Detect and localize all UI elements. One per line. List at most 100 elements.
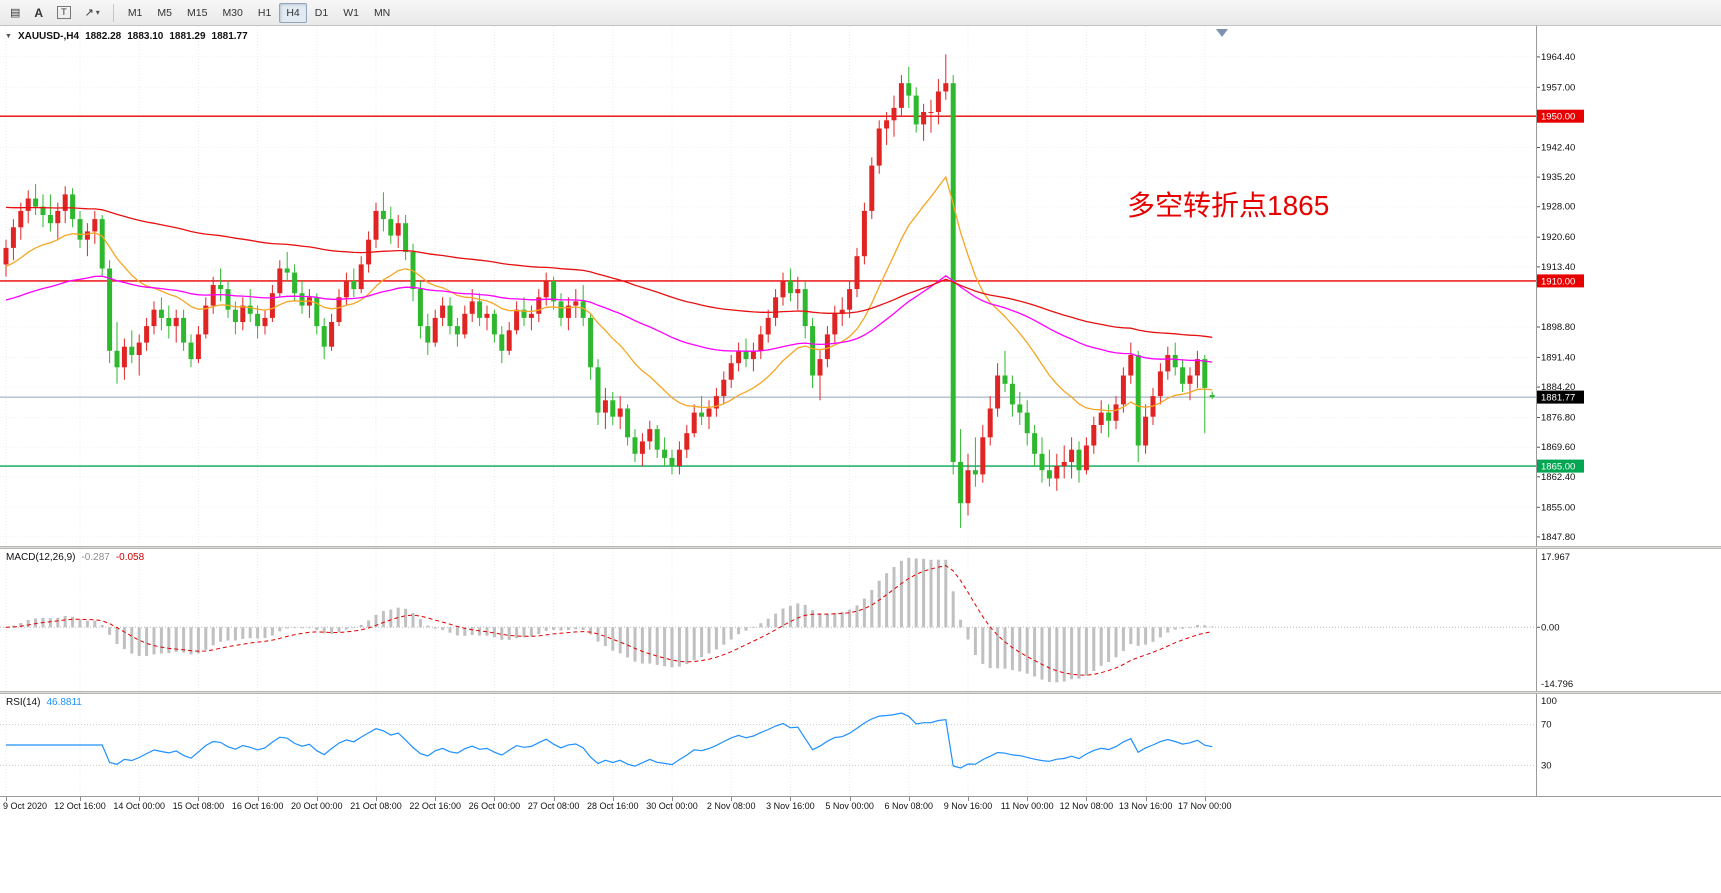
draw-arrow-tool-icon[interactable]: ↗ ▾	[84, 7, 100, 19]
ohlc-high: 1883.10	[127, 31, 164, 42]
collapse-caret-icon[interactable]: ▼	[5, 33, 12, 40]
timeframe-m1[interactable]: M1	[127, 6, 143, 19]
main-chart-panel[interactable]: 1964.40 1957.00 1942.40 1935.20 1928.00 1920.…	[0, 26, 1721, 546]
chart-grid-icon[interactable]: ▤	[10, 7, 21, 19]
timeframe-h1[interactable]: H1	[257, 6, 272, 19]
svg-text:1891.40: 1891.40	[1541, 352, 1575, 363]
time-axis-tick	[257, 797, 259, 801]
main-chart-canvas[interactable]: 1964.40 1957.00 1942.40 1935.20 1928.00 1920.…	[0, 26, 1721, 546]
timeframe-w1[interactable]: W1	[343, 6, 359, 19]
time-axis-tick	[849, 797, 851, 801]
time-axis-label: 11 Nov 00:00	[1000, 801, 1054, 811]
time-axis-label: 22 Oct 16:00	[409, 801, 461, 811]
svg-text:70: 70	[1541, 720, 1552, 731]
time-axis-label: 2 Nov 08:00	[706, 801, 756, 811]
time-axis-label: 21 Oct 08:00	[350, 801, 402, 811]
timeframe-mn[interactable]: MN	[373, 6, 391, 19]
time-axis-tick	[1145, 797, 1147, 801]
timeframe-m5[interactable]: M5	[157, 6, 172, 19]
time-axis-label: 20 Oct 00:00	[291, 801, 343, 811]
time-axis-label: 30 Oct 00:00	[646, 801, 698, 811]
time-axis-label: 26 Oct 00:00	[468, 801, 521, 811]
timeframe-m30[interactable]: M30	[222, 6, 243, 19]
time-axis-label: 14 Oct 00:00	[113, 801, 165, 811]
annotation-text[interactable]: 多空转折点1865	[1127, 190, 1329, 221]
macd-signal-line	[5, 565, 1213, 676]
ma-mid-line	[5, 275, 1213, 363]
chart-title: ▼ XAUUSD-,H4 1882.28 1883.10 1881.29 188…	[5, 31, 248, 42]
time-axis[interactable]: 9 Oct 2020 12 Oct 16:00 14 Oct 00:00 15 Oct…	[0, 796, 1721, 816]
panel-splitter-macd[interactable]	[0, 546, 1721, 549]
svg-text:17.967: 17.967	[1541, 552, 1570, 563]
ohlc-open: 1882.28	[85, 31, 122, 42]
time-axis-tick	[494, 797, 496, 801]
svg-text:-14.796: -14.796	[1541, 679, 1573, 690]
svg-text:1910.00: 1910.00	[1541, 276, 1575, 287]
rsi-line	[6, 712, 1213, 769]
chart-shift-marker-icon[interactable]	[1216, 29, 1228, 37]
time-axis-tick	[790, 797, 792, 801]
toolbar-separator	[112, 3, 114, 22]
svg-text:1876.80: 1876.80	[1541, 413, 1575, 424]
panel-splitter-rsi[interactable]	[0, 691, 1721, 694]
time-axis-tick	[80, 797, 81, 801]
symbol-label: XAUUSD-,H4	[17, 31, 80, 42]
svg-text:1964.40: 1964.40	[1541, 52, 1575, 63]
ohlc-close: 1881.77	[211, 31, 248, 42]
macd-panel[interactable]: 17.967 0.00 -14.796	[0, 549, 1721, 691]
time-axis-label: 12 Oct 16:00	[54, 801, 106, 811]
time-axis-label: 15 Oct 08:00	[172, 801, 225, 811]
macd-signal-value: -0.058	[115, 552, 145, 563]
macd-label: MACD(12,26,9) -0.287 -0.058	[6, 552, 144, 563]
rsi-label: RSI(14) 46.8811	[6, 697, 82, 708]
time-axis-tick	[435, 797, 437, 801]
text-annotation-tool-icon[interactable]: A	[34, 5, 44, 20]
svg-text:1847.80: 1847.80	[1541, 532, 1575, 543]
rsi-value: 46.8811	[46, 697, 82, 708]
time-axis-tick	[731, 797, 733, 801]
timeframe-m15[interactable]: M15	[187, 6, 208, 19]
time-axis-tick	[316, 797, 318, 801]
time-axis-tick	[968, 797, 969, 801]
ma-fast-line	[5, 175, 1213, 412]
rsi-canvas[interactable]: 100 70 30	[0, 694, 1721, 796]
svg-text:1884.20: 1884.20	[1541, 382, 1575, 393]
timeframe-h4[interactable]: H4	[279, 2, 307, 23]
macd-main-value: -0.287	[81, 552, 110, 563]
svg-text:0.00: 0.00	[1541, 622, 1560, 633]
svg-text:1865.00: 1865.00	[1541, 462, 1575, 473]
time-axis-tick	[139, 797, 141, 801]
svg-text:1855.00: 1855.00	[1541, 502, 1575, 513]
time-axis-label: 12 Nov 08:00	[1059, 801, 1114, 811]
price-axis-separator	[1536, 26, 1537, 816]
time-axis-label: 3 Nov 16:00	[766, 801, 815, 811]
time-axis-tick	[198, 797, 200, 801]
svg-text:1935.20: 1935.20	[1541, 172, 1575, 183]
time-axis-tick	[908, 797, 910, 801]
rsi-name: RSI(14)	[6, 697, 41, 708]
time-axis-tick	[6, 797, 7, 801]
time-axis-label: 5 Nov 00:00	[825, 801, 874, 811]
svg-text:100: 100	[1541, 696, 1557, 707]
time-axis-label: 9 Nov 16:00	[943, 801, 993, 811]
rsi-panel[interactable]: 100 70 30	[0, 694, 1721, 796]
text-label-tool-icon[interactable]: T	[51, 3, 77, 23]
time-axis-label: 17 Nov 00:00	[1178, 801, 1232, 811]
time-axis-label: 16 Oct 16:00	[231, 801, 284, 811]
time-axis-tick	[1204, 797, 1206, 801]
macd-name: MACD(12,26,9)	[6, 552, 76, 563]
dropdown-caret-icon[interactable]: ▾	[95, 8, 100, 17]
svg-text:1920.60: 1920.60	[1541, 232, 1575, 243]
ma-slow-line	[5, 206, 1213, 338]
time-axis-tick	[612, 797, 614, 801]
time-axis-label: 13 Nov 16:00	[1118, 801, 1173, 811]
toolbar: ▤ A T ↗ ▾ M1 M5 M15 M30 H1 H4 D1 W1 MN	[0, 0, 1721, 26]
svg-text:1862.40: 1862.40	[1541, 472, 1575, 483]
time-axis-tick	[1086, 797, 1088, 801]
svg-text:1881.77: 1881.77	[1541, 393, 1575, 404]
time-axis-label: 28 Oct 16:00	[587, 801, 639, 811]
macd-canvas[interactable]: 17.967 0.00 -14.796	[0, 549, 1721, 691]
svg-text:1913.40: 1913.40	[1541, 262, 1575, 273]
timeframe-d1[interactable]: D1	[314, 6, 329, 19]
